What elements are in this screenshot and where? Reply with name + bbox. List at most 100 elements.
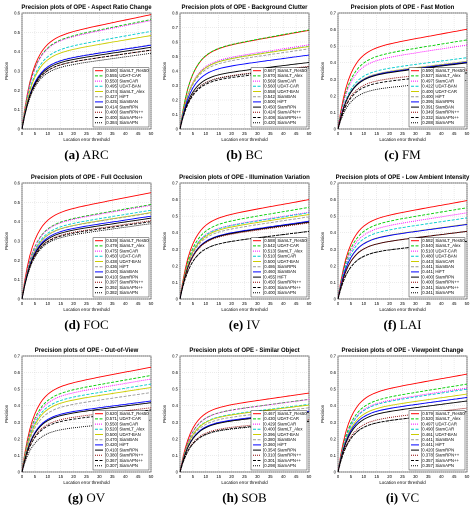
y-tick-label: 0.2 xyxy=(14,436,20,441)
legend-entry: [0.569] SiamCAR xyxy=(263,78,296,83)
legend-name: SiamCAR xyxy=(119,248,138,253)
legend-score: [0.500] xyxy=(263,99,277,104)
series-line-siamlt-alex xyxy=(179,29,310,130)
legend-entry: [0.580] SiamLT_Res50 xyxy=(105,68,149,73)
legend-name: SiamBAN xyxy=(435,104,454,109)
x-tick-label: 20 xyxy=(229,301,234,306)
legend-name: SiamCAR xyxy=(277,254,296,259)
x-tick-label: 45 xyxy=(136,301,141,306)
x-tick-label: 5 xyxy=(34,301,37,306)
legend-name: SiamLT_Alex xyxy=(119,243,145,248)
x-tick-label: 15 xyxy=(58,301,63,306)
x-tick-label: 25 xyxy=(242,131,247,136)
x-axis-label: Location error threshold xyxy=(63,137,110,142)
legend-entry: [0.400] SiamAPN xyxy=(263,290,296,295)
legend-entry: [0.400] SiamAPN++ xyxy=(263,285,301,290)
panel-caption: (i) VC xyxy=(386,490,419,505)
y-tick-label: 0.4 xyxy=(172,403,178,408)
series-line-udat-ban xyxy=(179,46,310,130)
legend-name: UDAT-BAN xyxy=(277,259,298,264)
series-line-siamlt-alex xyxy=(179,403,310,473)
x-tick-label: 15 xyxy=(374,301,379,306)
series-line-hift xyxy=(21,400,152,473)
legend-entry: [0.288] SiamAPN xyxy=(421,120,454,125)
legend-entry: [0.414] SiamRPN xyxy=(105,104,138,109)
legend-name: UDAT-BAN xyxy=(277,89,298,94)
series-line-siamrpn xyxy=(21,217,152,300)
legend-entry: [0.396] UDAT-BAN xyxy=(263,432,299,437)
legend-score: [0.301] xyxy=(263,458,277,463)
series-line-udat-ban xyxy=(179,404,310,473)
series-line-siamapn xyxy=(179,66,310,130)
caption-name: FM xyxy=(402,147,421,162)
caption-letter: (d) xyxy=(64,317,80,332)
legend-name: UDAT-CAR xyxy=(435,421,457,426)
x-tick-label: 50 xyxy=(149,301,154,306)
legend-score: [0.510] xyxy=(421,248,435,253)
x-axis-label: Location error threshold xyxy=(63,480,110,485)
legend-name: UDAT-BAN xyxy=(277,432,298,437)
legend-score: [0.480] xyxy=(421,254,435,259)
y-tick-label: 0.3 xyxy=(14,69,20,74)
legend-entry: [0.486] SiamRPN xyxy=(263,264,296,269)
series-line-siamban xyxy=(179,48,310,130)
legend-name: HiFT xyxy=(277,274,287,279)
legend-score: [0.582] xyxy=(421,238,435,243)
legend-name: UDAT-BAN xyxy=(435,84,456,89)
legend-name: SiamLT_Alex xyxy=(119,427,145,432)
series-line-hift xyxy=(337,397,468,473)
x-tick-label: 45 xyxy=(136,474,141,479)
legend-score: [0.400] xyxy=(421,280,435,285)
x-tick-label: 5 xyxy=(192,474,195,479)
y-axis-label: Precision xyxy=(162,61,167,80)
legend-entry: [0.422] UDAT-BAN xyxy=(421,84,457,89)
x-tick-label: 5 xyxy=(192,131,195,136)
x-axis-label: Location error threshold xyxy=(379,307,426,312)
y-tick-label: 0 xyxy=(176,127,179,132)
legend-name: SiamRPN++ xyxy=(277,453,301,458)
legend-entry: [0.560] UDAT-CAR xyxy=(263,84,299,89)
series-line-siamrpn xyxy=(179,216,310,300)
legend-entry: [0.513] SiamLT_Alex xyxy=(263,248,303,253)
caption-letter: (e) xyxy=(229,317,243,332)
series-line-siamlt-alex xyxy=(21,35,152,130)
x-tick-label: 5 xyxy=(34,131,37,136)
series-line-udat-car xyxy=(21,375,152,473)
x-tick-label: 30 xyxy=(255,474,260,479)
series-line-siamapn- xyxy=(21,49,152,130)
y-tick-label: 0.3 xyxy=(172,420,178,425)
legend-score: [0.441] xyxy=(421,264,435,269)
legend-name: UDAT-CAR xyxy=(277,416,299,421)
legend-score: [0.455] xyxy=(263,274,277,279)
x-tick-label: 10 xyxy=(45,301,50,306)
caption-name: IV xyxy=(246,317,260,332)
legend-score: [0.400] xyxy=(421,89,435,94)
legend-entry: [0.450] SiamRPN++ xyxy=(263,280,302,285)
panel-caption: (h) SOB xyxy=(222,490,267,505)
x-tick-label: 40 xyxy=(123,474,128,479)
legend-score: [0.620] xyxy=(105,411,119,416)
series-line-hift xyxy=(337,60,468,130)
legend-entry: [0.500] UDAT-BAN xyxy=(105,432,141,437)
caption-name: ARC xyxy=(82,147,109,162)
caption-name: LAI xyxy=(400,317,422,332)
caption-letter: (f) xyxy=(384,317,397,332)
legend-score: [0.349] xyxy=(421,110,435,115)
caption-letter: (c) xyxy=(384,147,398,162)
series-line-udat-ban xyxy=(337,393,468,473)
x-tick-label: 25 xyxy=(84,301,89,306)
legend-entry: [0.480] UDAT-BAN xyxy=(421,254,457,259)
x-tick-label: 10 xyxy=(45,131,50,136)
x-tick-label: 25 xyxy=(84,131,89,136)
legend-score: [0.450] xyxy=(263,280,277,285)
legend-name: UDAT-BAN xyxy=(119,84,140,89)
legend-score: [0.495] xyxy=(105,84,119,89)
legend-score: [0.397] xyxy=(105,280,119,285)
legend-entry: [0.420] HiFT xyxy=(105,442,129,447)
y-tick-label: 0.1 xyxy=(172,453,178,458)
legend-entry: [0.420] SiamAPN xyxy=(263,120,296,125)
x-tick-label: 35 xyxy=(110,131,115,136)
x-tick-label: 15 xyxy=(58,474,63,479)
legend-entry: [0.380] SiamBAN xyxy=(263,437,296,442)
legend-entry: [0.427] HiFT xyxy=(105,94,129,99)
